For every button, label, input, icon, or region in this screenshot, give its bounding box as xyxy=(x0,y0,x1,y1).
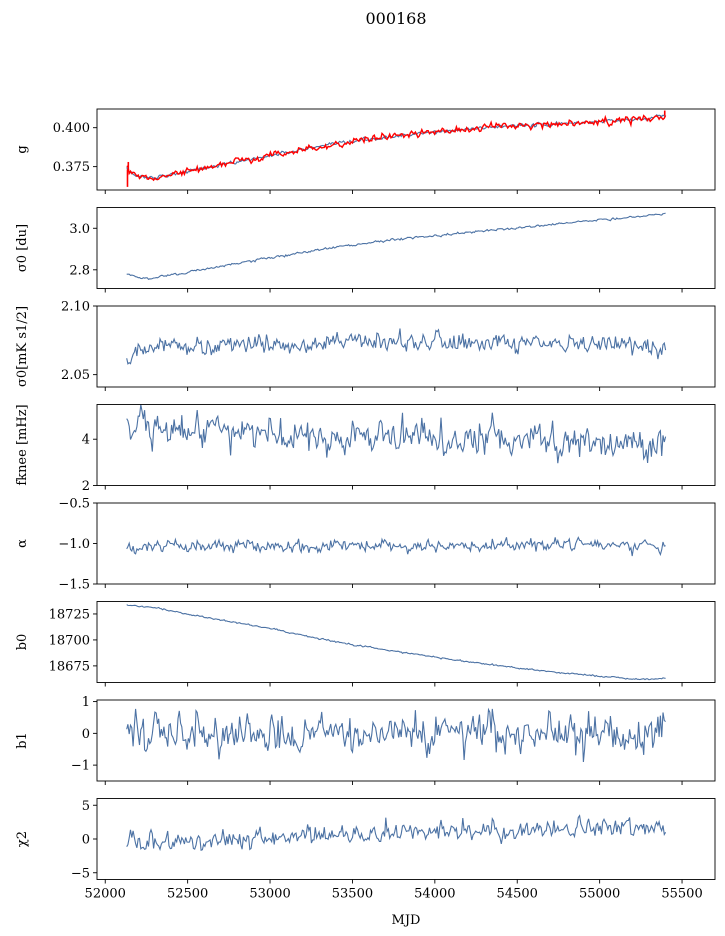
subplot-7: −1 0 1 b1 xyxy=(15,695,716,785)
figure-title: 000168 xyxy=(365,9,426,28)
subplot-2: 2.8 3.0 σ0 [du] xyxy=(15,207,716,293)
subplot-8: −5 0 5 52000 52500 53000 53500 54000 54500 55000 5… xyxy=(15,798,716,902)
y-tick-label: −1.0 xyxy=(58,537,90,552)
y-tick-label: 0.375 xyxy=(53,160,90,175)
subplot-3: 2.05 2.10 σ0[mK s1/2] xyxy=(15,300,716,391)
y-tick-label: 2 xyxy=(82,479,90,494)
axes-frame xyxy=(96,305,716,388)
y-tick-label: −0.5 xyxy=(58,497,90,512)
x-tick-label: 54000 xyxy=(414,887,455,902)
axes-frame xyxy=(96,798,716,880)
y-tick-label: 4 xyxy=(82,433,90,448)
y-tick-label: 2.8 xyxy=(69,263,90,278)
x-tick-label: 55500 xyxy=(661,887,702,902)
series-line-1 xyxy=(126,212,666,280)
y-tick-label: 18725 xyxy=(49,607,90,622)
series-line-1 xyxy=(126,707,666,763)
y-axis-label: b1 xyxy=(15,732,30,749)
y-tick-label: 2.10 xyxy=(61,300,90,315)
y-tick-label: −5 xyxy=(71,866,90,881)
subplot-panels: 0.375 0.400 g 2.8 3.0 σ0 [du] 2.05 2.10 σ0[mK s1… xyxy=(15,108,716,902)
y-tick-label: 18675 xyxy=(49,659,90,674)
axes-frame xyxy=(96,207,716,289)
y-axis-label: b0 xyxy=(15,634,30,651)
axes-frame xyxy=(96,108,716,191)
series-line-1 xyxy=(126,328,667,365)
axes-frame xyxy=(96,699,716,782)
axes-frame xyxy=(96,502,716,585)
axes-frame xyxy=(96,601,716,683)
subplot-4: 2 4 fknee [mHz] xyxy=(15,404,716,494)
y-axis-label: χ2 xyxy=(15,831,30,847)
series-line-1 xyxy=(126,114,666,179)
y-tick-label: 1 xyxy=(82,695,90,710)
y-axis-label: σ0 [du] xyxy=(15,224,30,272)
x-axis-label: MJD xyxy=(392,913,421,928)
y-axis-label: σ0[mK s1/2] xyxy=(15,306,30,387)
x-tick-label: 53000 xyxy=(249,887,290,902)
x-tick-label: 55000 xyxy=(579,887,620,902)
x-tick-label: 53500 xyxy=(332,887,373,902)
series-line-1 xyxy=(126,404,667,464)
y-tick-label: −1.5 xyxy=(58,578,90,593)
x-tick-label: 54500 xyxy=(497,887,538,902)
y-tick-label: 0 xyxy=(82,727,90,742)
series-line-1 xyxy=(126,814,667,852)
y-tick-label: 18700 xyxy=(49,633,90,648)
series-line-1 xyxy=(126,536,666,557)
subplot-6: 18675 18700 18725 b0 xyxy=(15,601,716,687)
y-tick-label: 0.400 xyxy=(53,121,90,136)
y-tick-label: 3.0 xyxy=(69,222,90,237)
y-tick-label: 2.05 xyxy=(61,368,90,383)
subplot-5: −1.5 −1.0 −0.5 α xyxy=(15,497,716,593)
axes-frame xyxy=(96,404,716,486)
x-tick-label: 52500 xyxy=(167,887,208,902)
series-line-1 xyxy=(126,604,666,681)
y-tick-label: 5 xyxy=(82,799,90,814)
y-axis-label: fknee [mHz] xyxy=(15,404,30,485)
series-line-2 xyxy=(126,114,667,182)
subplot-1: 0.375 0.400 g xyxy=(15,108,716,194)
y-axis-label: g xyxy=(15,145,30,153)
y-tick-label: 0 xyxy=(82,833,90,848)
y-axis-label: α xyxy=(15,539,30,548)
y-tick-label: −1 xyxy=(71,759,90,774)
x-tick-label: 52000 xyxy=(85,887,126,902)
